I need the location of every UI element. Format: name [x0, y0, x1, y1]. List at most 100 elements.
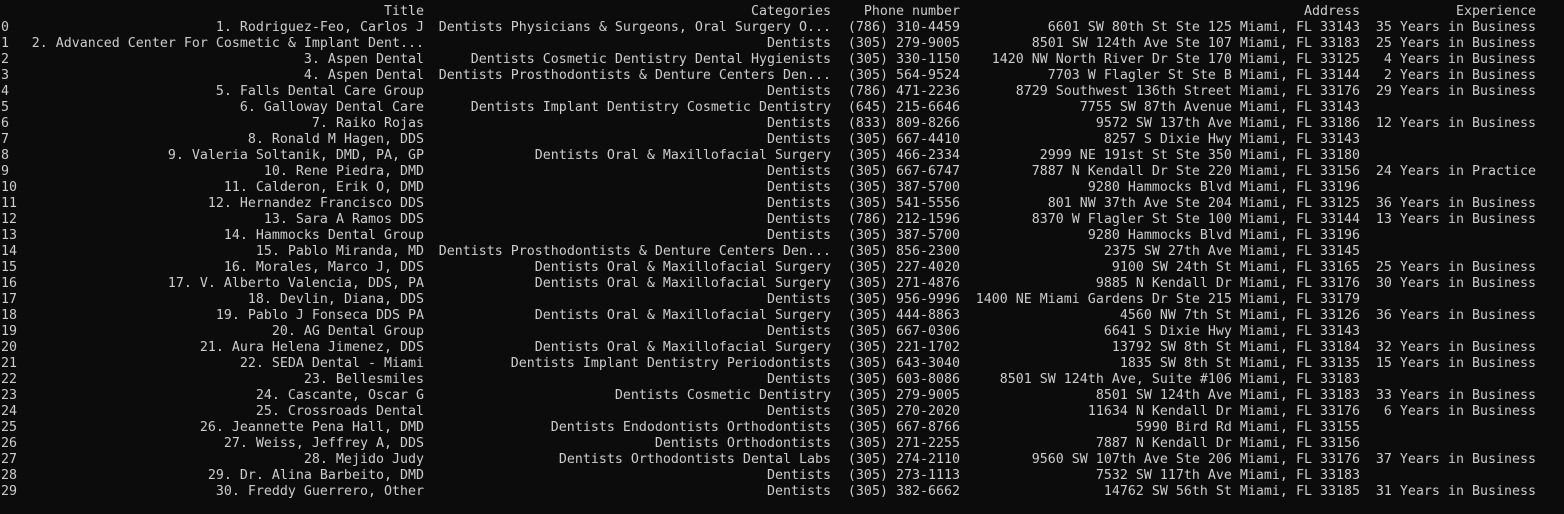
address-cell: 2375 SW 27th Ave Miami, FL 33145 [1103, 244, 1360, 259]
phone-cell: (786) 310-4459 [847, 20, 960, 35]
title-cell: 8. Ronald M Hagen, DDS [247, 132, 424, 147]
row-index: 19 [1, 324, 18, 339]
phone-cell: (305) 221-1702 [847, 340, 960, 355]
table-row: 27 28. Mejido Judy Dentists Orthodontists … [0, 452, 1564, 468]
title-cell: 7. Raiko Rojas [311, 116, 424, 131]
table-row: 23 24. Cascante, Oscar G Dentists Cosmetic… [0, 388, 1564, 404]
experience-cell: 2 Years in Business [1383, 68, 1536, 83]
phone-cell: (305) 382-6662 [847, 484, 960, 499]
title-cell: 17. V. Alberto Valencia, DDS, PA [167, 276, 424, 291]
categories-cell: Dentists [766, 116, 831, 131]
address-cell: 9560 SW 107th Ave Ste 206 Miami, FL 3317… [1031, 452, 1360, 467]
categories-cell: Dentists Prosthodontists & Denture Cente… [438, 68, 831, 83]
title-cell: 12. Hernandez Francisco DDS [207, 196, 424, 211]
row-index: 8 [1, 148, 10, 163]
row-index: 14 [1, 244, 18, 259]
row-index: 18 [1, 308, 18, 323]
title-cell: 25. Crossroads Dental [255, 404, 424, 419]
address-cell: 1420 NW North River Dr Ste 170 Miami, FL… [991, 52, 1360, 67]
address-cell: 1400 NE Miami Gardens Dr Ste 215 Miami, … [975, 292, 1360, 307]
categories-cell: Dentists [766, 84, 831, 99]
phone-cell: (305) 856-2300 [847, 244, 960, 259]
phone-cell: (305) 274-2110 [847, 452, 960, 467]
row-index: 9 [1, 164, 10, 179]
address-cell: 8370 W Flagler St Ste 100 Miami, FL 3314… [1031, 212, 1360, 227]
phone-cell: (786) 212-1596 [847, 212, 960, 227]
row-index: 1 [1, 36, 10, 51]
phone-cell: (305) 667-0306 [847, 324, 960, 339]
row-index: 21 [1, 356, 18, 371]
title-cell: 16. Morales, Marco J, DDS [223, 260, 424, 275]
categories-cell: Dentists [766, 228, 831, 243]
title-cell: 21. Aura Helena Jimenez, DDS [199, 340, 424, 355]
row-index: 16 [1, 276, 18, 291]
address-cell: 9280 Hammocks Blvd Miami, FL 33196 [1087, 228, 1360, 243]
experience-cell: 13 Years in Business [1375, 212, 1536, 227]
title-cell: 19. Pablo J Fonseca DDS PA [215, 308, 424, 323]
address-cell: 9100 SW 24th St Miami, FL 33165 [1111, 260, 1360, 275]
categories-cell: Dentists Cosmetic Dentistry [614, 388, 831, 403]
row-index: 12 [1, 212, 18, 227]
title-cell: 28. Mejido Judy [303, 452, 424, 467]
phone-cell: (305) 667-4410 [847, 132, 960, 147]
categories-cell: Dentists [766, 180, 831, 195]
phone-cell: (305) 270-2020 [847, 404, 960, 419]
phone-cell: (305) 956-9996 [847, 292, 960, 307]
table-row: 18 19. Pablo J Fonseca DDS PA Dentists Ora… [0, 308, 1564, 324]
address-cell: 6641 S Dixie Hwy Miami, FL 33143 [1103, 324, 1360, 339]
table-row: 1 2. Advanced Center For Cosmetic & Impla… [0, 36, 1564, 52]
table-row: 22 23. Bellesmiles Dentists (305) 603-8086 8… [0, 372, 1564, 388]
row-index: 26 [1, 436, 18, 451]
address-cell: 4560 NW 7th St Miami, FL 33126 [1119, 308, 1360, 323]
phone-cell: (305) 541-5556 [847, 196, 960, 211]
title-cell: 4. Aspen Dental [303, 68, 424, 83]
title-cell: 6. Galloway Dental Care [239, 100, 424, 115]
phone-cell: (645) 215-6646 [847, 100, 960, 115]
phone-cell: (305) 271-4876 [847, 276, 960, 291]
row-index: 2 [1, 52, 10, 67]
phone-cell: (305) 387-5700 [847, 180, 960, 195]
categories-cell: Dentists Oral & Maxillofacial Surgery [534, 340, 831, 355]
header-address: Address [1303, 4, 1360, 19]
table-row: 16 17. V. Alberto Valencia, DDS, PA Dentis… [0, 276, 1564, 292]
row-index: 11 [1, 196, 18, 211]
experience-cell: 15 Years in Business [1375, 356, 1536, 371]
title-cell: 11. Calderon, Erik O, DMD [223, 180, 424, 195]
table-row: 21 22. SEDA Dental - Miami Dentists Implan… [0, 356, 1564, 372]
categories-cell: Dentists Prosthodontists & Denture Cente… [438, 244, 831, 259]
row-index: 3 [1, 68, 10, 83]
address-cell: 13792 SW 8th St Miami, FL 33184 [1111, 340, 1360, 355]
phone-cell: (305) 330-1150 [847, 52, 960, 67]
title-cell: 9. Valeria Soltanik, DMD, PA, GP [167, 148, 424, 163]
address-cell: 9885 N Kendall Dr Miami, FL 33176 [1095, 276, 1360, 291]
phone-cell: (305) 643-3040 [847, 356, 960, 371]
table-row: 9 10. Rene Piedra, DMD Dentists (305) 667-6… [0, 164, 1564, 180]
table-row: 17 18. Devlin, Diana, DDS Dentists (305) 95… [0, 292, 1564, 308]
address-cell: 7887 N Kendall Dr Miami, FL 33156 [1095, 436, 1360, 451]
address-cell: 8729 Southwest 136th Street Miami, FL 33… [1015, 84, 1360, 99]
address-cell: 801 NW 37th Ave Ste 204 Miami, FL 33125 [1047, 196, 1360, 211]
experience-cell: 31 Years in Business [1375, 484, 1536, 499]
experience-cell: 35 Years in Business [1375, 20, 1536, 35]
table-row: 15 16. Morales, Marco J, DDS Dentists Oral… [0, 260, 1564, 276]
title-cell: 15. Pablo Miranda, MD [255, 244, 424, 259]
table-row: 14 15. Pablo Miranda, MD Dentists Prosthod… [0, 244, 1564, 260]
title-cell: 27. Weiss, Jeffrey A, DDS [223, 436, 424, 451]
categories-cell: Dentists [766, 164, 831, 179]
row-index: 28 [1, 468, 18, 483]
experience-cell: 36 Years in Business [1375, 308, 1536, 323]
row-index: 27 [1, 452, 18, 467]
row-index: 6 [1, 116, 10, 131]
categories-cell: Dentists [766, 132, 831, 147]
address-cell: 7703 W Flagler St Ste B Miami, FL 33144 [1047, 68, 1360, 83]
title-cell: 20. AG Dental Group [271, 324, 424, 339]
address-cell: 14762 SW 56th St Miami, FL 33185 [1103, 484, 1360, 499]
phone-cell: (305) 271-2255 [847, 436, 960, 451]
categories-cell: Dentists [766, 36, 831, 51]
phone-cell: (305) 667-6747 [847, 164, 960, 179]
experience-cell: 30 Years in Business [1375, 276, 1536, 291]
experience-cell: 25 Years in Business [1375, 260, 1536, 275]
row-index: 5 [1, 100, 10, 115]
address-cell: 6601 SW 80th St Ste 125 Miami, FL 33143 [1047, 20, 1360, 35]
address-cell: 8501 SW 124th Ave, Suite #106 Miami, FL … [999, 372, 1360, 387]
